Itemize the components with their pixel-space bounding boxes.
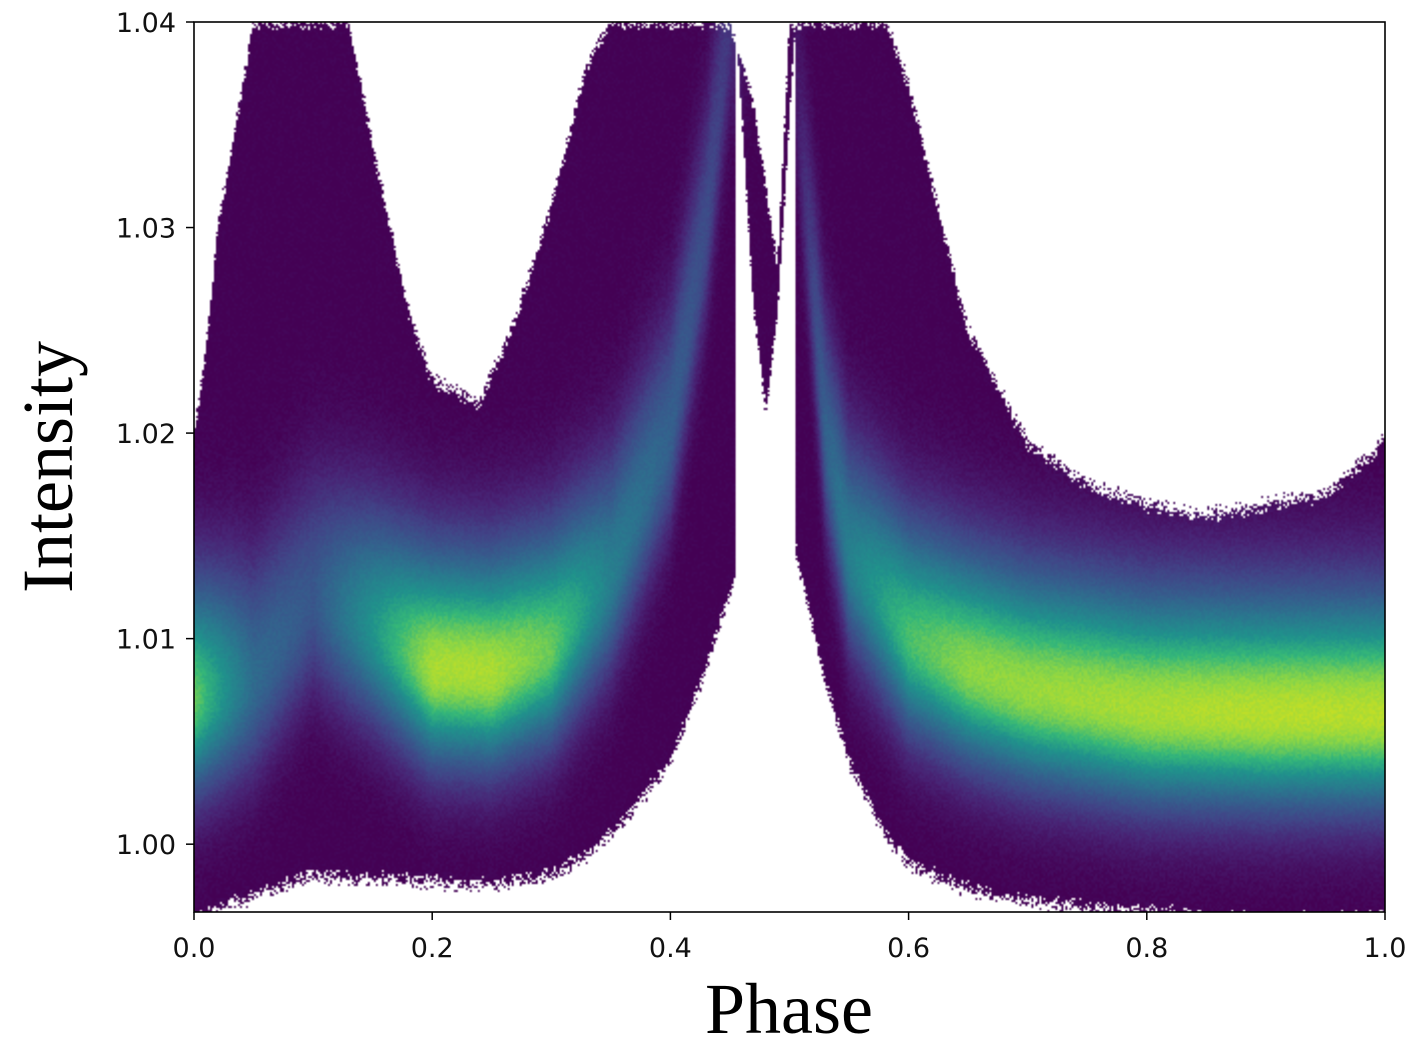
y-tick-label: 1.03 <box>116 214 176 245</box>
y-tick-label: 1.01 <box>116 625 176 656</box>
y-tick-label: 1.02 <box>116 419 176 450</box>
plot-frame <box>193 21 1386 913</box>
y-axis-ticks: 1.00 1.01 1.02 1.03 1.04 <box>116 8 194 861</box>
x-tick-label: 0.4 <box>649 933 692 964</box>
x-tick-label: 0.0 <box>173 933 216 964</box>
y-tick-label: 1.00 <box>116 830 176 861</box>
x-tick-label: 0.6 <box>887 933 930 964</box>
x-tick-label: 1.0 <box>1364 933 1407 964</box>
x-axis-ticks: 0.0 0.2 0.4 0.6 0.8 1.0 <box>173 912 1407 964</box>
y-tick-label: 1.04 <box>116 8 176 39</box>
x-tick-label: 0.2 <box>411 933 454 964</box>
x-tick-label: 0.8 <box>1125 933 1168 964</box>
density-heatmap <box>194 22 1385 912</box>
x-axis-label: Phase <box>705 969 873 1039</box>
y-axis-label: Intensity <box>8 341 88 593</box>
